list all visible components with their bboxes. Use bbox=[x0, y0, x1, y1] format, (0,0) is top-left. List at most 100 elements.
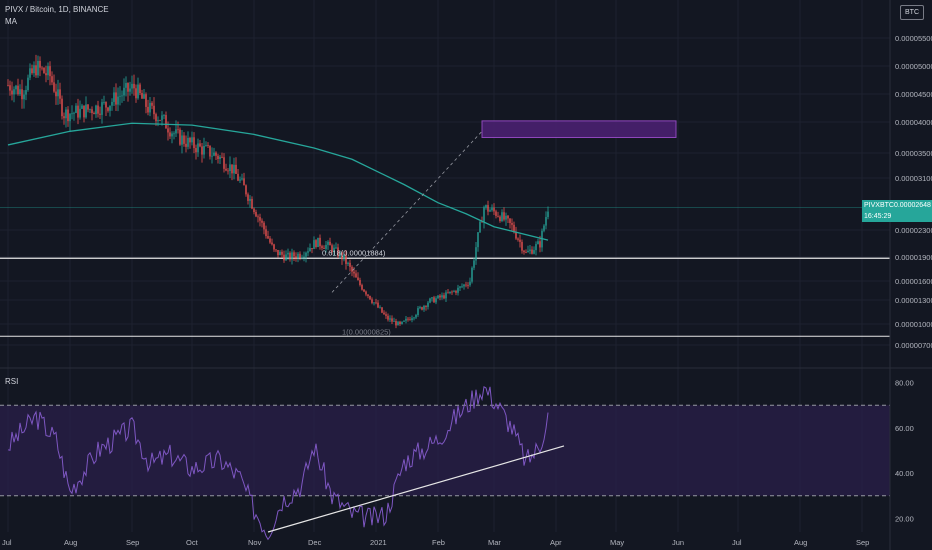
candle-body bbox=[125, 83, 127, 88]
candle-body bbox=[47, 66, 49, 76]
candle-body bbox=[389, 318, 391, 320]
candle-body bbox=[297, 253, 299, 259]
candle-body bbox=[529, 249, 531, 251]
candle-body bbox=[459, 286, 461, 288]
rsi-indicator-label: RSI bbox=[5, 377, 19, 386]
price-tick-label: 0.00003500 bbox=[895, 149, 932, 158]
candle-body bbox=[547, 211, 549, 218]
candle-body bbox=[313, 240, 315, 250]
candle-body bbox=[245, 185, 247, 195]
candle-body bbox=[489, 210, 491, 212]
candle-body bbox=[503, 212, 505, 220]
time-axis[interactable]: Jul Aug Sep Oct Nov Dec 2021 Feb Mar Apr May Jun Jul… bbox=[2, 538, 869, 547]
candles bbox=[7, 54, 549, 329]
candle-body bbox=[431, 297, 433, 299]
candle-body bbox=[271, 242, 273, 245]
candle-body bbox=[365, 291, 367, 295]
candle-body bbox=[335, 247, 337, 249]
candle-body bbox=[491, 207, 493, 211]
candle-body bbox=[63, 116, 65, 119]
candle-body bbox=[477, 232, 479, 248]
candle-body bbox=[95, 105, 97, 115]
candle-body bbox=[537, 241, 539, 245]
candle-body bbox=[221, 156, 223, 158]
rsi-axis[interactable]: 80.00 60.00 40.00 20.00 bbox=[895, 379, 914, 524]
candle-body bbox=[135, 88, 137, 99]
candle-body bbox=[315, 240, 317, 247]
candle-body bbox=[105, 102, 107, 108]
candle-body bbox=[419, 307, 421, 309]
candle-body bbox=[373, 302, 375, 304]
candle-body bbox=[299, 253, 301, 259]
candle-body bbox=[57, 89, 59, 97]
candle-body bbox=[49, 66, 51, 77]
candle-body bbox=[219, 156, 221, 160]
candle-body bbox=[293, 252, 295, 257]
rsi-trendline[interactable] bbox=[267, 445, 565, 533]
candle-body bbox=[17, 85, 19, 95]
price-tag-symbol: PIVXBTC bbox=[864, 202, 894, 210]
currency-unit-badge[interactable]: BTC bbox=[900, 5, 924, 20]
candle-body bbox=[191, 137, 193, 143]
candle-body bbox=[199, 143, 201, 147]
time-tick-label: Jul bbox=[732, 538, 742, 547]
candle-body bbox=[139, 84, 141, 94]
candle-body bbox=[303, 256, 305, 258]
candle-body bbox=[137, 84, 139, 99]
candle-body bbox=[443, 295, 445, 299]
candle-body bbox=[391, 318, 393, 322]
candle-body bbox=[469, 281, 471, 286]
candle-body bbox=[337, 247, 339, 257]
candle-body bbox=[175, 129, 177, 134]
candle-body bbox=[131, 83, 133, 89]
candle-body bbox=[147, 106, 149, 113]
time-tick-label: Mar bbox=[488, 538, 501, 547]
candle-body bbox=[481, 221, 483, 223]
candle-body bbox=[331, 245, 333, 253]
candle-body bbox=[171, 133, 173, 137]
candle-body bbox=[291, 252, 293, 260]
candle-body bbox=[119, 95, 121, 97]
price-tag-countdown: 16:45:29 bbox=[864, 213, 892, 221]
candle-body bbox=[187, 137, 189, 147]
candle-body bbox=[453, 290, 455, 292]
dashed-trendline[interactable] bbox=[331, 131, 483, 293]
candle-body bbox=[305, 252, 307, 257]
candle-body bbox=[189, 137, 191, 143]
candle-body bbox=[145, 94, 147, 107]
candle-body bbox=[251, 198, 253, 209]
candle-body bbox=[9, 85, 11, 91]
candle-body bbox=[403, 320, 405, 322]
resistance-zone[interactable] bbox=[481, 120, 677, 138]
candle-body bbox=[207, 145, 209, 147]
candle-body bbox=[359, 280, 361, 286]
candle-body bbox=[19, 89, 21, 95]
ma-line bbox=[7, 122, 549, 241]
time-tick-label: Aug bbox=[794, 538, 807, 547]
candle-body bbox=[487, 205, 489, 212]
time-tick-label: 2021 bbox=[370, 538, 387, 547]
candle-body bbox=[367, 294, 369, 296]
time-tick-label: Dec bbox=[308, 538, 322, 547]
candle-body bbox=[33, 65, 35, 74]
candle-body bbox=[197, 143, 199, 153]
candle-body bbox=[371, 299, 373, 303]
candle-body bbox=[123, 87, 125, 96]
candle-body bbox=[285, 254, 287, 261]
candle-body bbox=[225, 168, 227, 171]
rsi-band bbox=[0, 405, 890, 496]
candle-body bbox=[533, 250, 535, 254]
candle-body bbox=[77, 105, 79, 118]
candle-body bbox=[121, 95, 123, 97]
rsi-tick-label: 60.00 bbox=[895, 424, 914, 433]
candle-body bbox=[393, 320, 395, 322]
candle-body bbox=[375, 302, 377, 304]
time-tick-label: Sep bbox=[856, 538, 869, 547]
candle-body bbox=[155, 114, 157, 122]
candle-body bbox=[205, 145, 207, 147]
candle-body bbox=[99, 113, 101, 115]
candle-body bbox=[449, 291, 451, 294]
candle-body bbox=[329, 241, 331, 246]
price-axis[interactable]: 0.00005500 0.00005000 0.00004500 0.00004000… bbox=[895, 34, 932, 350]
